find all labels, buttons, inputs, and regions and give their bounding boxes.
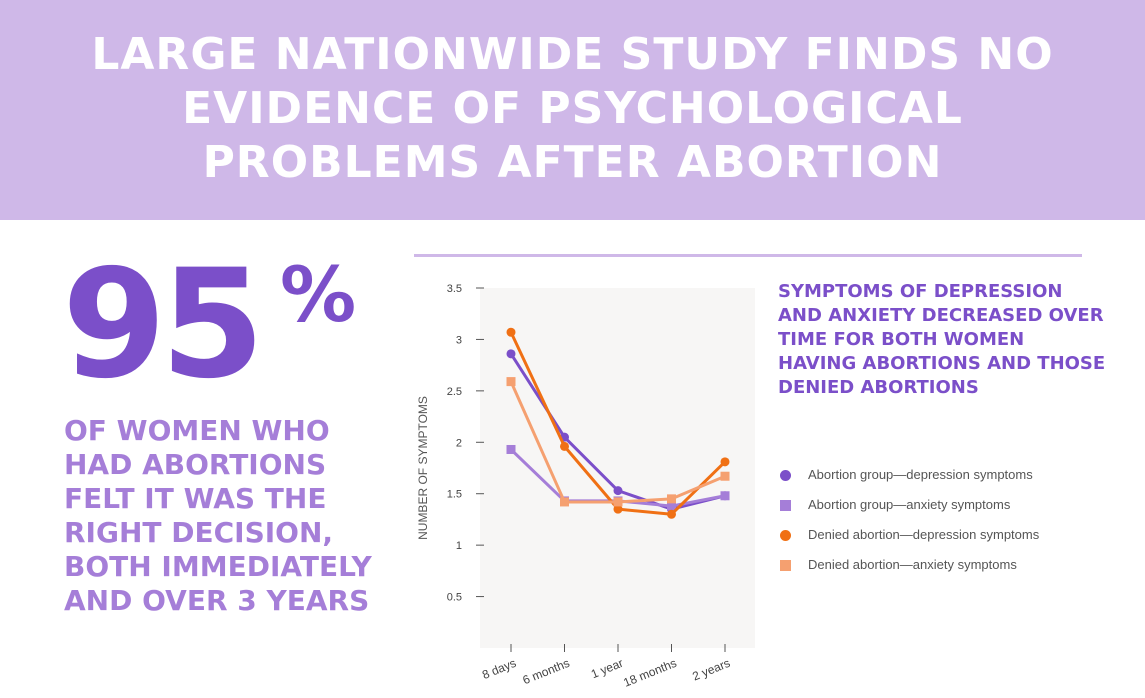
legend-square-marker <box>780 500 791 511</box>
legend-label: Abortion group—anxiety symptoms <box>808 497 1011 512</box>
series-4 <box>506 377 730 507</box>
y-tick-label: 2 <box>456 437 462 449</box>
x-tick-label: 1 year <box>589 656 625 681</box>
plot-area <box>480 288 755 648</box>
percent-sign: % <box>280 250 357 339</box>
big-stat-number: 95 <box>62 238 265 412</box>
series-layer <box>506 327 730 519</box>
data-point <box>506 349 516 359</box>
y-tick-label: 3.5 <box>447 283 462 295</box>
data-point <box>613 486 623 496</box>
y-tick-label: 3 <box>456 334 462 346</box>
data-point <box>506 377 516 387</box>
y-axis: 3.5 3 2.5 2 1.5 1 0.5 <box>447 283 484 604</box>
legend-label: Abortion group—depression symptoms <box>808 467 1033 482</box>
data-point <box>667 509 676 519</box>
legend-circle-marker <box>780 470 791 481</box>
x-tick-label: 8 days <box>480 656 518 682</box>
y-tick-label: 2.5 <box>447 386 462 398</box>
y-tick-label: 1 <box>456 540 462 552</box>
line-chart: NUMBER OF SYMPTOMS 3.5 3 2.5 2 1.5 1 0.5 8 day… <box>416 283 755 690</box>
data-point <box>720 471 730 481</box>
data-point <box>613 504 623 514</box>
x-tick-label: 2 years <box>690 656 732 684</box>
data-point <box>560 497 569 507</box>
legend-label: Denied abortion—anxiety symptoms <box>808 557 1017 572</box>
data-point <box>720 457 730 467</box>
y-tick-label: 1.5 <box>447 489 462 501</box>
y-tick-label: 0.5 <box>447 592 462 604</box>
data-point <box>560 441 569 451</box>
x-tick-label: 18 months <box>621 656 678 690</box>
data-point <box>506 444 516 454</box>
data-point <box>506 327 516 337</box>
x-tick-label: 6 months <box>521 656 572 687</box>
data-point <box>720 491 730 501</box>
legend-circle-marker <box>780 530 791 541</box>
y-axis-label: NUMBER OF SYMPTOMS <box>416 396 430 540</box>
banner-title: Large nationwide study finds no evidence… <box>91 29 1054 188</box>
header-banner: Large nationwide study finds no evidence… <box>0 0 1145 220</box>
data-point <box>667 501 676 511</box>
chart-heading: Symptoms of depression and anxiety decre… <box>778 281 1106 398</box>
data-point <box>613 497 623 507</box>
big-stat: 95 % <box>62 238 356 412</box>
section-divider <box>414 254 1082 257</box>
legend-square-marker <box>780 560 791 571</box>
series-3 <box>506 327 730 519</box>
legend-label: Denied abortion—depression symptoms <box>808 527 1040 542</box>
data-point <box>667 494 676 504</box>
stat-description: of women who had abortions felt it was t… <box>64 414 372 617</box>
